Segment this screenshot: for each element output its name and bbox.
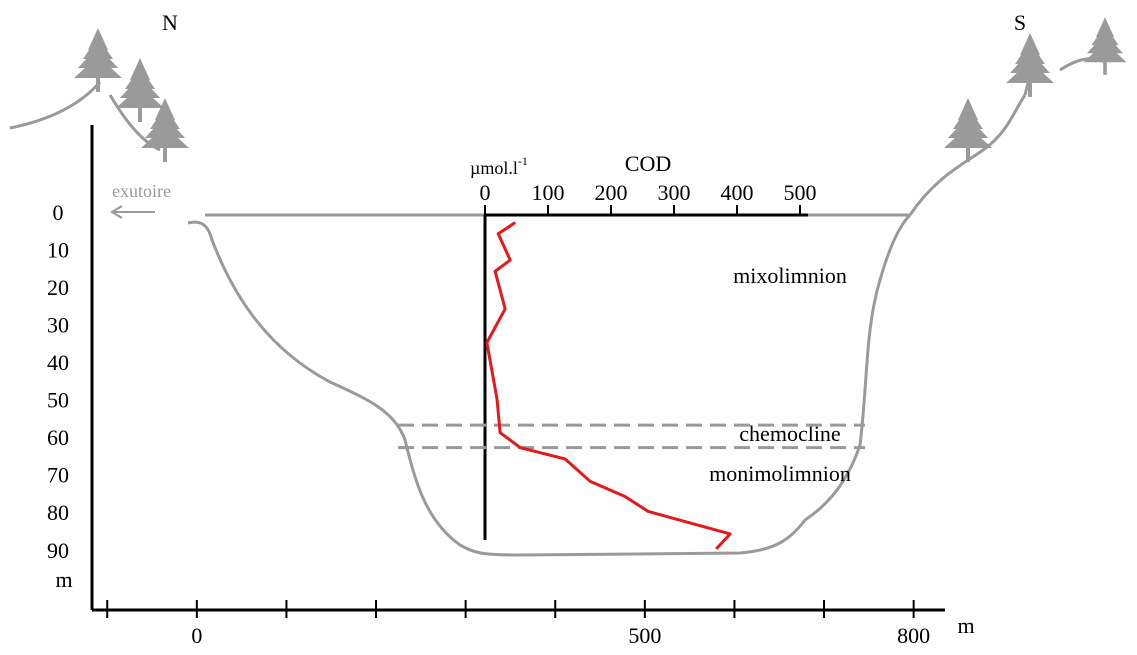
tree-trunk bbox=[966, 148, 970, 162]
cod-tick-label: 300 bbox=[658, 180, 691, 205]
tree-crown bbox=[1006, 61, 1054, 83]
y-tick-label: 0 bbox=[53, 200, 64, 225]
cod-unit: µmol.l-1 bbox=[470, 154, 528, 178]
cod-profile bbox=[485, 221, 732, 550]
tree-crown bbox=[1083, 42, 1127, 63]
cod-tick-label: 100 bbox=[532, 180, 565, 205]
cod-unit-base: µmol.l bbox=[470, 158, 518, 178]
y-tick-label: 70 bbox=[47, 463, 69, 488]
y-tick-label: 90 bbox=[47, 538, 69, 563]
trees bbox=[74, 17, 1127, 162]
y-tick-label: 60 bbox=[47, 425, 69, 450]
cod-tick-label: 200 bbox=[595, 180, 628, 205]
lake-outline bbox=[187, 213, 912, 557]
tree-crown bbox=[116, 86, 164, 108]
y-tick-label: 10 bbox=[47, 238, 69, 263]
y-tick-label: 80 bbox=[47, 500, 69, 525]
y-tick-label: 50 bbox=[47, 388, 69, 413]
outlet bbox=[110, 205, 155, 219]
south-label: S bbox=[1014, 10, 1026, 35]
tree-trunk bbox=[138, 108, 142, 122]
y-tick-label: 30 bbox=[47, 313, 69, 338]
north-label: N bbox=[162, 10, 178, 35]
tree-trunk bbox=[163, 148, 167, 162]
layer-label: mixolimnion bbox=[733, 263, 847, 288]
cod-tick-label: 400 bbox=[721, 180, 754, 205]
tree-crown bbox=[74, 56, 122, 78]
outlet-label: exutoire bbox=[112, 181, 171, 201]
x-tick-label: 800 bbox=[897, 623, 930, 648]
y-tick-label: 20 bbox=[47, 275, 69, 300]
tree-crown bbox=[944, 126, 992, 148]
tree-trunk bbox=[1103, 62, 1107, 75]
tree-trunk bbox=[96, 78, 100, 92]
cod-title: COD bbox=[625, 151, 671, 176]
y-unit: m bbox=[55, 567, 72, 592]
cod-unit-exponent: -1 bbox=[518, 154, 528, 168]
x-tick-label: 500 bbox=[628, 623, 661, 648]
tree-trunk bbox=[1028, 83, 1032, 97]
tree-crown bbox=[141, 126, 189, 148]
outlet-arrow bbox=[110, 205, 155, 219]
layer-label: monimolimnion bbox=[709, 461, 851, 486]
cod-tick-label: 0 bbox=[480, 180, 491, 205]
y-tick-label: 40 bbox=[47, 350, 69, 375]
x-unit: m bbox=[957, 613, 974, 638]
x-tick-label: 0 bbox=[191, 623, 202, 648]
cod-tick-label: 500 bbox=[784, 180, 817, 205]
